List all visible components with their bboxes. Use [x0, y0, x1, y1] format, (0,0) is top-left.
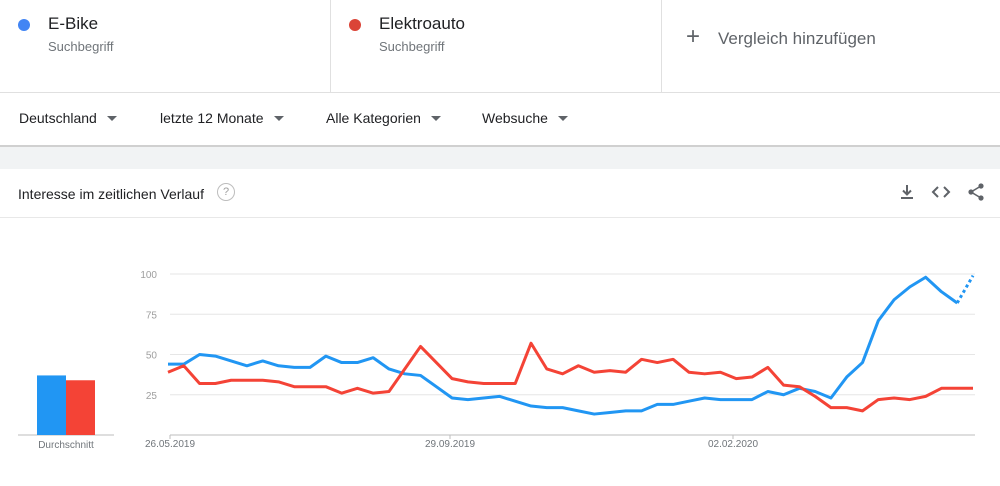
- term-name: Elektroauto: [379, 14, 465, 33]
- embed-icon[interactable]: [931, 182, 951, 202]
- caret-down-icon: [557, 115, 568, 121]
- plus-icon: +: [686, 23, 701, 50]
- caret-down-icon: [106, 115, 117, 121]
- term-name: E-Bike: [48, 14, 99, 33]
- term-e-bike[interactable]: E-Bike Suchbegriff: [0, 0, 331, 92]
- filter-label: letzte 12 Monate: [160, 110, 264, 126]
- search-terms-bar: E-Bike Suchbegriff Elektroauto Suchbegri…: [0, 0, 1000, 93]
- filter-label: Websuche: [482, 110, 548, 126]
- x-tick-label: 02.02.2020: [708, 439, 758, 450]
- series-line-elektroauto: [167, 341, 973, 413]
- filter-region[interactable]: Deutschland: [19, 110, 117, 126]
- add-comparison-button[interactable]: + Vergleich hinzufügen: [662, 0, 1000, 92]
- average-bar: [66, 380, 95, 435]
- y-tick-label: 100: [140, 270, 157, 281]
- y-tick-label: 25: [146, 391, 158, 402]
- series-line-partial: [955, 274, 975, 304]
- filter-search-type[interactable]: Websuche: [482, 110, 568, 126]
- caret-down-icon: [273, 115, 284, 121]
- interest-over-time-chart: 25 50 75 100 26.05.2019 29.09.2019 02.02.2020 D…: [0, 218, 1000, 481]
- download-icon[interactable]: [897, 182, 917, 202]
- term-color-dot: [18, 19, 30, 31]
- add-comparison-label: Vergleich hinzufügen: [718, 29, 876, 48]
- filter-label: Alle Kategorien: [326, 110, 421, 126]
- term-type: Suchbegriff: [379, 39, 445, 54]
- y-tick-label: 75: [146, 310, 158, 321]
- y-tick-label: 50: [146, 351, 158, 362]
- term-type: Suchbegriff: [48, 39, 114, 54]
- section-divider: [0, 147, 1000, 169]
- series-line-e-bike: [168, 275, 959, 416]
- filter-label: Deutschland: [19, 110, 97, 126]
- average-bar: [37, 375, 66, 435]
- term-elektroauto[interactable]: Elektroauto Suchbegriff: [331, 0, 662, 92]
- caret-down-icon: [430, 115, 441, 121]
- x-tick-label: 29.09.2019: [425, 439, 475, 450]
- filter-category[interactable]: Alle Kategorien: [326, 110, 441, 126]
- line-chart: 25 50 75 100 26.05.2019 29.09.2019 02.02.2020 D…: [18, 270, 975, 451]
- card-title: Interesse im zeitlichen Verlauf: [18, 186, 204, 202]
- filter-time-range[interactable]: letzte 12 Monate: [160, 110, 284, 126]
- filter-bar: Deutschland letzte 12 Monate Alle Katego…: [0, 93, 1000, 147]
- share-icon[interactable]: [966, 182, 986, 202]
- term-color-dot: [349, 19, 361, 31]
- x-tick-label: 26.05.2019: [145, 439, 195, 450]
- average-label: Durchschnitt: [38, 440, 94, 451]
- help-icon[interactable]: ?: [217, 183, 235, 201]
- card-header: Interesse im zeitlichen Verlauf ?: [0, 169, 1000, 218]
